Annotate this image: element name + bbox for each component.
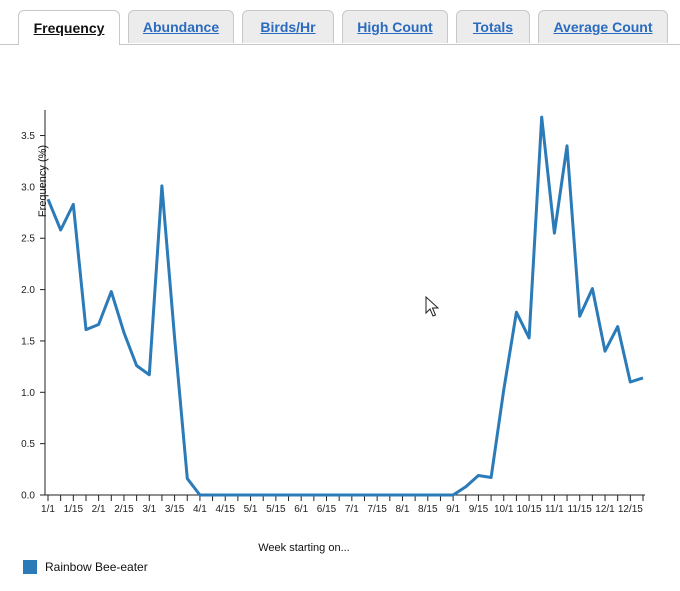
tab-average-count[interactable]: Average Count [538,10,668,43]
x-tick-label: 11/15 [568,504,593,515]
frequency-line-chart: 0.0 0.5 1.0 1.5 2.0 2.5 3.0 3.5 1/1 1/15 2/1 2/15 3… [21,110,645,554]
x-tick-label: 8/15 [418,504,438,515]
y-axis: 0.0 0.5 1.0 1.5 2.0 2.5 3.0 3.5 [21,110,46,502]
x-tick-label: 6/1 [294,504,308,515]
x-tick-label: 2/1 [92,504,106,515]
x-tick-label: 4/1 [193,504,207,515]
x-tick-label: 4/15 [215,504,235,515]
tab-totals[interactable]: Totals [456,10,530,43]
y-axis-title: Frequency (%) [37,145,49,217]
x-tick-label: 11/1 [545,504,564,515]
x-tick-label: 1/15 [64,504,84,515]
x-tick-label: 3/1 [142,504,156,515]
x-tick-label: 8/1 [396,504,410,515]
y-tick-label: 0.0 [21,491,35,502]
x-tick-label: 2/15 [114,504,134,515]
y-tick-label: 3.5 [21,131,35,142]
series-rainbow-bee-eater [46,115,644,497]
x-axis: 1/1 1/15 2/1 2/15 3/1 3/15 4/1 4/15 5/1 5/15 6/1 6/… [41,494,645,515]
tab-abundance[interactable]: Abundance [128,10,234,43]
tab-high-count[interactable]: High Count [342,10,448,43]
y-tick-label: 2.0 [21,285,35,296]
legend: Rainbow Bee-eater [23,560,148,574]
x-tick-label: 12/15 [618,504,643,515]
y-tick-label: 1.5 [21,336,35,347]
x-axis-title: Week starting on... [258,542,350,554]
x-tick-label: 7/1 [345,504,359,515]
x-tick-label: 3/15 [165,504,185,515]
mouse-pointer-icon [425,296,439,317]
y-tick-label: 3.0 [21,182,35,193]
y-tick-label: 1.0 [21,388,35,399]
tab-frequency[interactable]: Frequency [18,10,120,45]
legend-label: Rainbow Bee-eater [45,560,148,574]
x-tick-label: 10/15 [517,504,542,515]
x-tick-label: 7/15 [367,504,387,515]
tab-birds-per-hour[interactable]: Birds/Hr [242,10,334,43]
x-tick-label: 9/1 [446,504,460,515]
x-tick-label: 12/1 [595,504,615,515]
y-tick-label: 2.5 [21,234,35,245]
x-tick-label: 6/15 [317,504,337,515]
x-tick-label: 10/1 [494,504,514,515]
y-tick-label: 0.5 [21,439,35,450]
tab-bar: Frequency Abundance Birds/Hr High Count … [0,0,680,45]
series-line [46,115,644,497]
x-tick-label: 1/1 [41,504,55,515]
legend-swatch [23,560,37,574]
x-tick-label: 5/15 [266,504,286,515]
x-tick-label: 5/1 [244,504,258,515]
x-tick-label: 9/15 [469,504,489,515]
